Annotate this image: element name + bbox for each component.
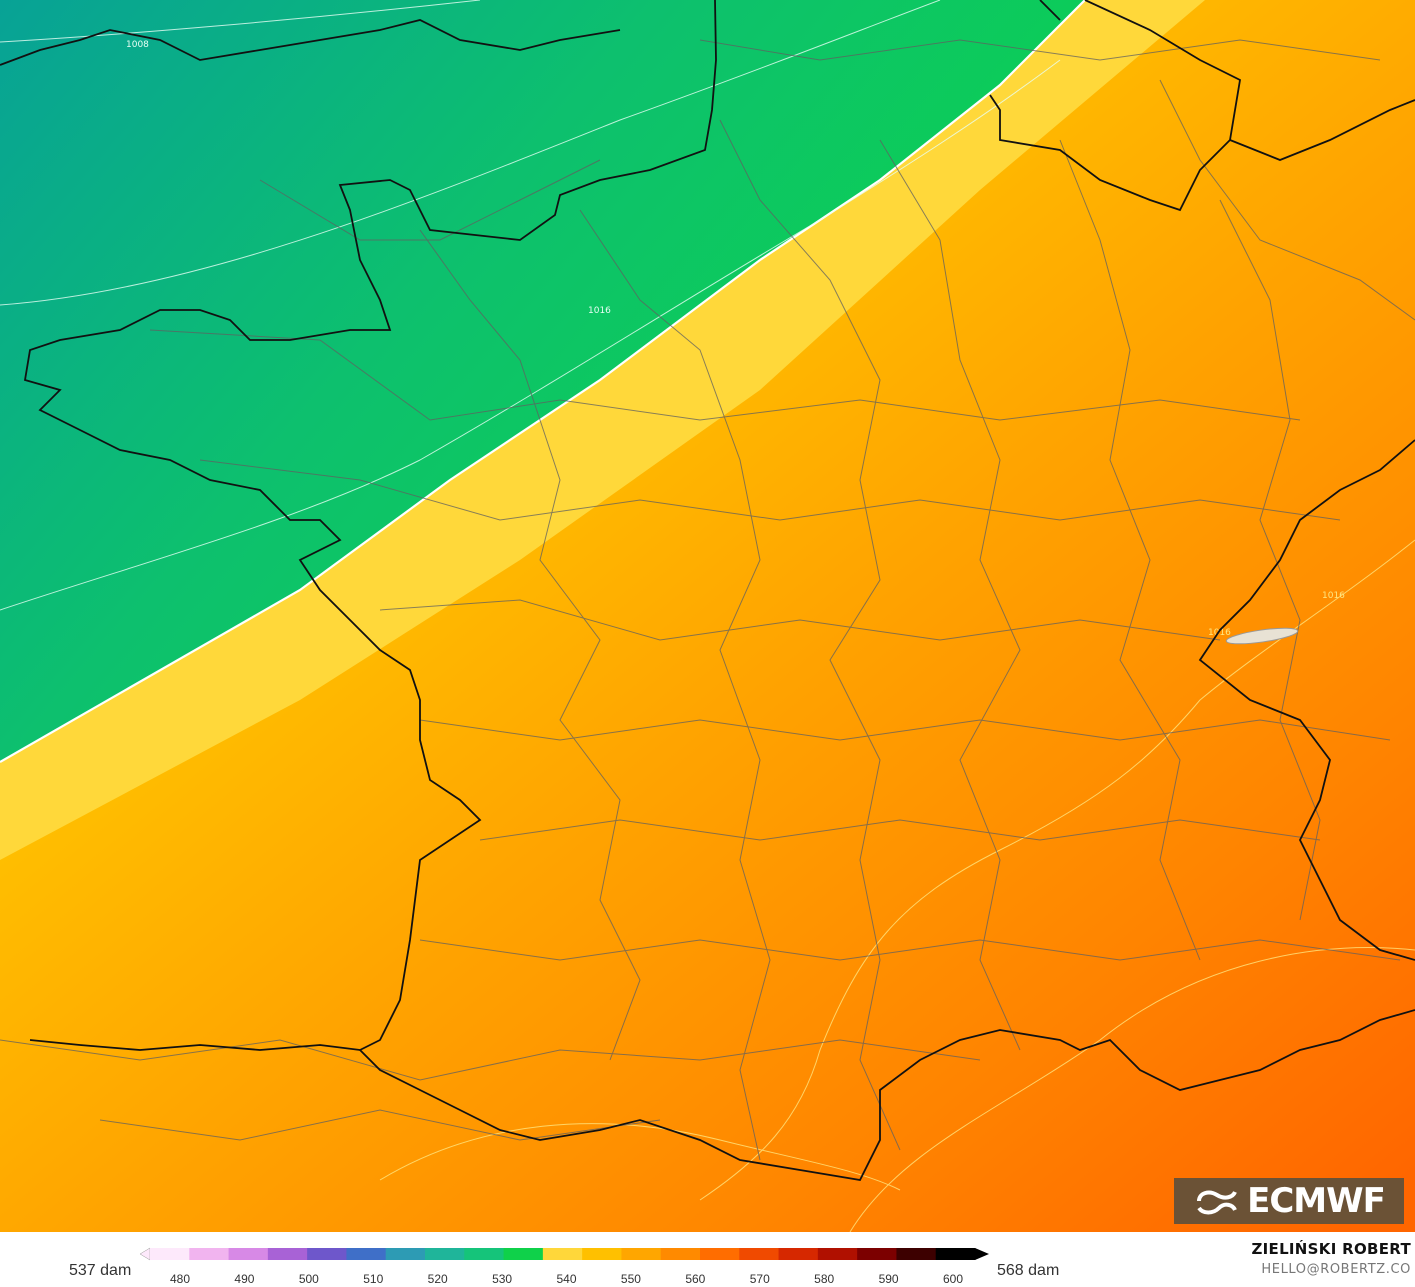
logo-text: ECMWF xyxy=(1247,1181,1386,1221)
legend-arrow-left xyxy=(139,1247,151,1261)
legend-swatch xyxy=(464,1248,505,1260)
legend-tick-label: 510 xyxy=(363,1272,384,1286)
legend-swatch xyxy=(778,1248,819,1260)
legend-swatch xyxy=(503,1248,544,1260)
legend-tick-label: 520 xyxy=(427,1272,448,1286)
color-legend xyxy=(139,1247,989,1261)
legend-swatch xyxy=(621,1248,662,1260)
geopotential-map: 1008 1016 1016 1016 xyxy=(0,0,1415,1232)
legend-tick-label: 490 xyxy=(234,1272,255,1286)
legend-swatch xyxy=(660,1248,701,1260)
legend-max-label: 568 dam xyxy=(997,1262,1060,1279)
legend-swatch xyxy=(346,1248,387,1260)
legend-swatch xyxy=(739,1248,780,1260)
legend-swatch xyxy=(935,1248,976,1260)
isobars xyxy=(0,0,1061,611)
legend-tick-label: 590 xyxy=(878,1272,899,1286)
legend-tick-label: 580 xyxy=(814,1272,835,1286)
author-name: ZIELIŃSKI ROBERT xyxy=(1251,1240,1411,1258)
legend-swatch xyxy=(307,1248,347,1260)
author-email: HELLO@ROBERTZ.CO xyxy=(1261,1262,1411,1277)
legend-tick-label: 570 xyxy=(749,1272,770,1286)
coastline xyxy=(0,0,1415,1181)
isobar-label: 1016 xyxy=(1322,591,1345,601)
legend-tick-label: 480 xyxy=(169,1272,191,1286)
legend-arrow-right xyxy=(975,1248,989,1260)
legend-tick-label: 500 xyxy=(298,1272,319,1286)
ecmwf-swirl-icon xyxy=(1197,1190,1237,1215)
legend-tick-label: 550 xyxy=(620,1272,641,1286)
cold-air-field xyxy=(0,0,1085,762)
legend-swatch xyxy=(857,1248,897,1260)
legend-tick-label: 560 xyxy=(685,1272,706,1286)
boundary-contour xyxy=(0,0,1086,763)
legend-swatch xyxy=(700,1248,740,1260)
legend-swatch xyxy=(150,1248,190,1260)
legend-swatch xyxy=(542,1248,583,1260)
lake-geneva xyxy=(1225,627,1299,645)
legend-swatch xyxy=(385,1248,426,1260)
legend-swatch xyxy=(582,1248,622,1260)
legend-swatch xyxy=(425,1248,465,1260)
map-panel: 1008 1016 1016 1016 xyxy=(0,0,1415,1232)
legend-color-bar xyxy=(139,1247,989,1261)
legend-tick-label: 600 xyxy=(942,1272,964,1286)
legend-swatch xyxy=(228,1248,269,1260)
department-borders xyxy=(0,39,1415,1161)
legend-tick-label: 540 xyxy=(556,1272,577,1286)
legend-swatch xyxy=(267,1248,308,1260)
isobars-south xyxy=(379,539,1415,1232)
isobar-label: 1016 xyxy=(588,306,611,316)
isobar-label: 1016 xyxy=(1208,628,1231,638)
legend-min-label: 537 dam xyxy=(69,1262,132,1279)
legend-swatch xyxy=(189,1248,230,1260)
isobar-label: 1008 xyxy=(126,40,149,50)
legend-swatch xyxy=(896,1248,937,1260)
frontal-band xyxy=(0,0,1205,860)
legend-swatch xyxy=(817,1248,858,1260)
legend-tick-label: 530 xyxy=(492,1272,513,1286)
ecmwf-logo: ECMWF xyxy=(1174,1178,1404,1224)
